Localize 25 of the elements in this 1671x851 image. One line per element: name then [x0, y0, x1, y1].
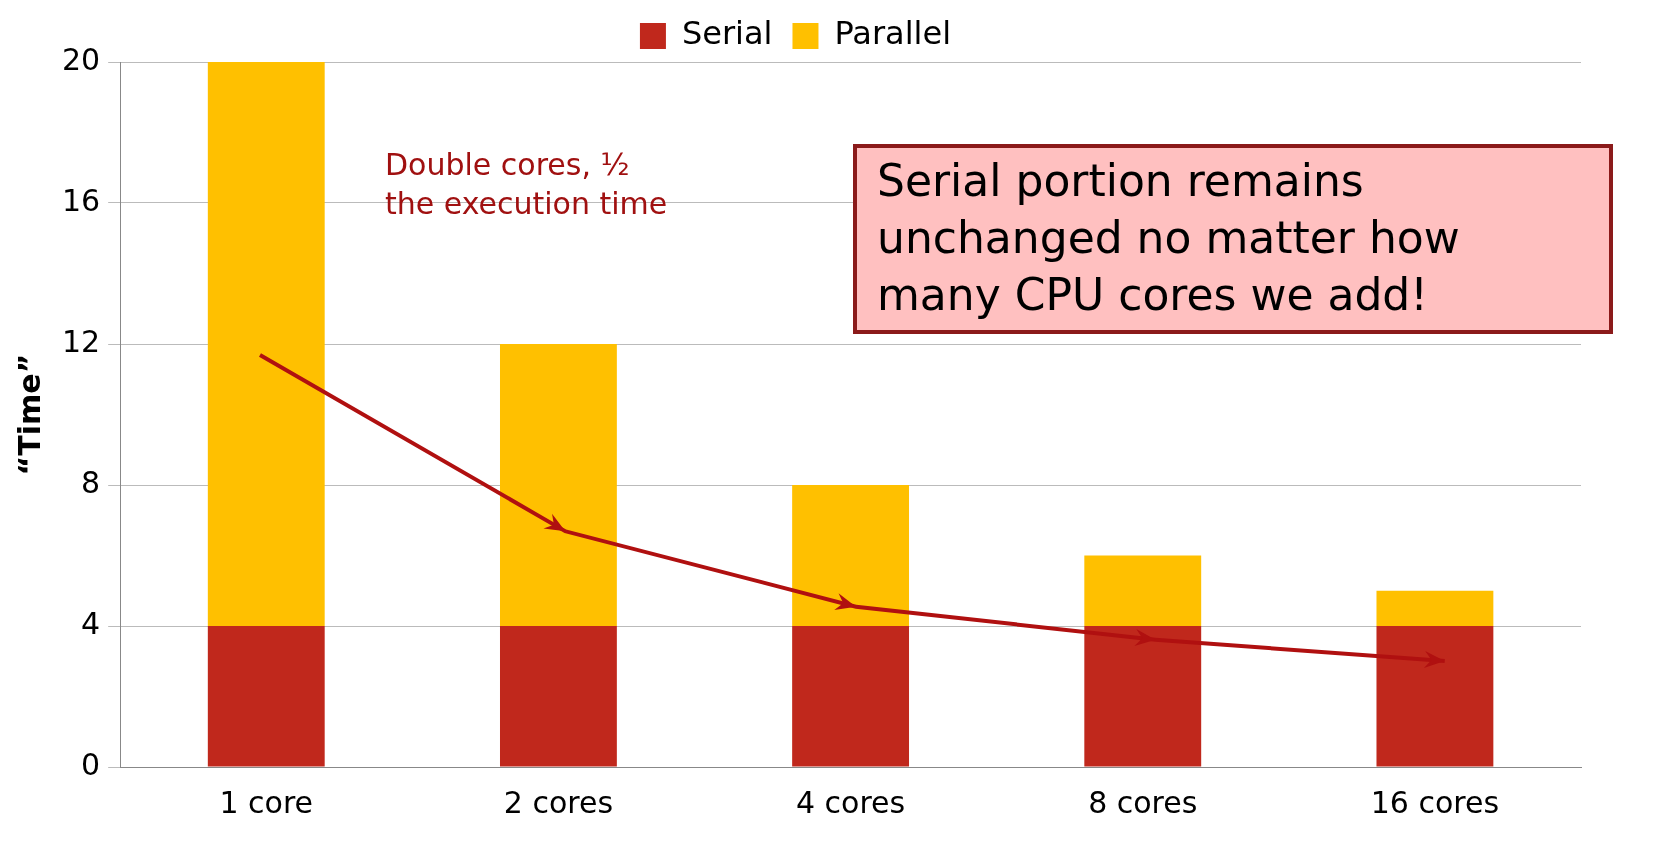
y-tick-label: 8 — [81, 464, 101, 500]
legend-label: Serial — [681, 14, 773, 53]
bar — [207, 62, 325, 626]
x-tick-label: 2 cores — [503, 784, 614, 820]
bar — [1376, 590, 1494, 626]
annotation: Double cores, ½ the execution time — [385, 146, 669, 223]
bar — [207, 626, 325, 767]
bar — [1376, 626, 1494, 767]
y-tick-label: 12 — [61, 323, 101, 359]
y-axis-title: “Time” — [11, 353, 47, 476]
bar — [792, 626, 910, 767]
y-tick-label: 4 — [81, 605, 101, 641]
x-tick-label: 16 cores — [1370, 784, 1500, 820]
bar — [1084, 555, 1202, 626]
bar — [499, 626, 617, 767]
y-tick-label: 0 — [81, 746, 101, 782]
x-tick-label: 1 core — [219, 784, 314, 820]
legend-label: Parallel — [834, 14, 952, 53]
bar — [499, 344, 617, 626]
x-tick-label: 4 cores — [795, 784, 906, 820]
x-tick-label: 8 cores — [1088, 784, 1198, 820]
bar — [1084, 626, 1202, 767]
y-tick-label: 16 — [61, 182, 101, 218]
y-tick-label: 20 — [61, 41, 101, 77]
bar — [792, 485, 910, 626]
